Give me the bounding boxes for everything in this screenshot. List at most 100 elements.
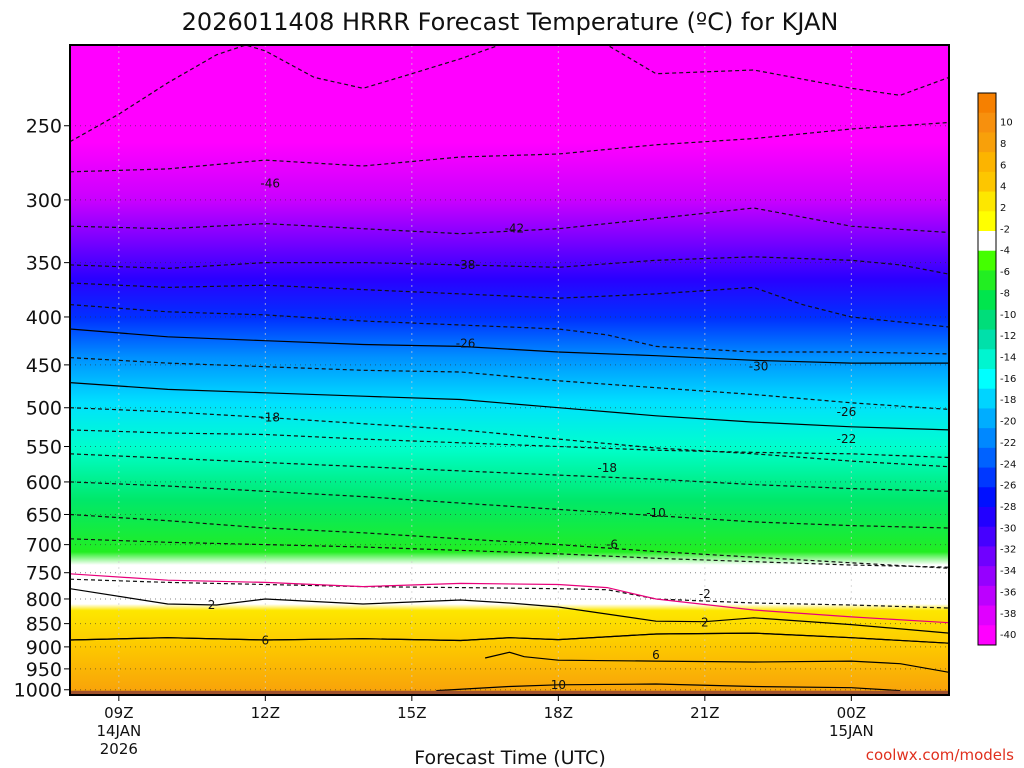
colorbar-label--16: -16 <box>1000 374 1016 385</box>
contour-label--10: -10 <box>646 506 666 520</box>
y-tick-1000: 1000 <box>14 680 62 702</box>
y-tick-300: 300 <box>26 190 62 212</box>
contour-label--46: -46 <box>260 176 280 190</box>
colorbar-frame <box>977 92 997 646</box>
colorbar-swatch-13 <box>978 349 996 370</box>
y-tick-550: 550 <box>26 437 62 459</box>
colorbar-label--24: -24 <box>1000 459 1016 470</box>
colorbar-swatch-11 <box>978 309 996 331</box>
plot-frame <box>69 44 950 696</box>
contour-label--18: -18 <box>260 410 280 424</box>
colorbar-label--2: -2 <box>1000 224 1010 235</box>
colorbar-label--6: -6 <box>1000 267 1010 278</box>
contour-label-2: 2 <box>701 616 709 630</box>
contour-line-16 <box>70 573 949 624</box>
y-tick-950: 950 <box>26 659 62 681</box>
y-tick-350: 350 <box>26 253 62 275</box>
grid-lines <box>70 45 949 695</box>
colorbar-label--22: -22 <box>1000 438 1016 449</box>
colorbar-swatch-1 <box>978 112 996 133</box>
colorbar-swatch-24 <box>978 566 996 587</box>
colorbar-swatch-4 <box>978 171 996 193</box>
colorbar-label--4: -4 <box>1000 246 1010 257</box>
x-tick-09Z: 09Z <box>104 704 133 722</box>
colorbar-label--34: -34 <box>1000 566 1016 577</box>
contour--2-15 <box>70 578 949 609</box>
x-tick-date: 15JAN <box>829 722 874 740</box>
contour-label--26: -26 <box>837 405 857 419</box>
x-tick-18Z: 18Z <box>544 704 573 722</box>
colorbar-label--32: -32 <box>1000 545 1016 556</box>
x-tick-12Z: 12Z <box>251 704 280 722</box>
colorbar-swatch-19 <box>978 467 996 488</box>
contour-6-19 <box>70 632 949 644</box>
y-axis-tick-labels: 2503003504004505005506006507007508008509… <box>14 116 70 702</box>
colorbar-swatch-14 <box>978 369 996 390</box>
colorbar-label--10: -10 <box>1000 310 1016 321</box>
y-tick-800: 800 <box>26 589 62 611</box>
contour-label-6: 6 <box>652 648 660 662</box>
credit-link[interactable]: coolwx.com/models <box>866 746 1014 764</box>
x-tick-date: 14JAN <box>96 722 141 740</box>
colorbar-label-4: 4 <box>1000 182 1006 193</box>
contour-label--2: -2 <box>699 587 711 601</box>
colorbar-label-8: 8 <box>1000 139 1006 150</box>
colorbar-label-6: 6 <box>1000 160 1006 171</box>
contour-label-6: 6 <box>262 634 270 648</box>
colorbar-swatch-18 <box>978 447 996 469</box>
colorbar-label--26: -26 <box>1000 481 1016 492</box>
contour-label-10: 10 <box>551 678 566 692</box>
x-tick-year: 2026 <box>100 740 138 758</box>
colorbar-swatch-10 <box>978 290 996 311</box>
contour--26-8 <box>70 382 949 431</box>
x-tick-00Z: 00Z <box>837 704 866 722</box>
colorbar-label--30: -30 <box>1000 523 1016 534</box>
colorbar-swatch-8 <box>978 250 996 271</box>
colorbar-swatch-6 <box>978 211 996 232</box>
contour-label--26: -26 <box>456 337 476 351</box>
y-tick-600: 600 <box>26 472 62 494</box>
y-tick-750: 750 <box>26 563 62 585</box>
colorbar-swatch-21 <box>978 507 996 528</box>
plot-area <box>70 45 949 695</box>
y-tick-450: 450 <box>26 355 62 377</box>
colorbar-label--8: -8 <box>1000 288 1010 299</box>
y-tick-400: 400 <box>26 307 62 329</box>
contour-label-2: 2 <box>208 598 216 612</box>
colorbar-swatch-12 <box>978 329 996 350</box>
contour--38-3 <box>70 256 949 275</box>
ground-below-surface <box>70 690 949 695</box>
colorbar-swatch-25 <box>978 585 996 607</box>
color-bands <box>70 45 949 695</box>
contour-10-21 <box>436 683 901 692</box>
contour-label--22: -22 <box>837 432 857 446</box>
contour--26-6 <box>70 328 949 364</box>
x-tick-21Z: 21Z <box>690 704 719 722</box>
contour-label--38: -38 <box>456 258 476 272</box>
colorbar-label--28: -28 <box>1000 502 1016 513</box>
y-tick-650: 650 <box>26 504 62 526</box>
y-tick-500: 500 <box>26 398 62 420</box>
colorbar-swatch-22 <box>978 526 996 547</box>
colorbar-swatch-9 <box>978 270 996 291</box>
y-tick-250: 250 <box>26 116 62 138</box>
contour-lines <box>70 45 949 692</box>
colorbar-label--40: -40 <box>1000 630 1016 641</box>
contour-label--30: -30 <box>749 360 769 374</box>
x-tick-15Z: 15Z <box>397 704 426 722</box>
y-tick-900: 900 <box>26 637 62 659</box>
colorbar-swatch-20 <box>978 487 996 508</box>
colorbar-swatch-23 <box>978 546 996 567</box>
colorbar-label-2: 2 <box>1000 203 1006 214</box>
colorbar-swatch-26 <box>978 605 996 626</box>
contour-line-5 <box>70 304 949 355</box>
y-tick-700: 700 <box>26 535 62 557</box>
colorbar-label--38: -38 <box>1000 609 1016 620</box>
colorbar-swatch-7 <box>978 231 996 252</box>
colorbar-swatch-17 <box>978 428 996 449</box>
colorbar-legend: 10 8 6 4 2 -2 -4 -6 -8 -10 -12 -14 -16 -18 -20 -22 -24 -2… <box>977 92 1016 646</box>
y-tick-850: 850 <box>26 614 62 636</box>
